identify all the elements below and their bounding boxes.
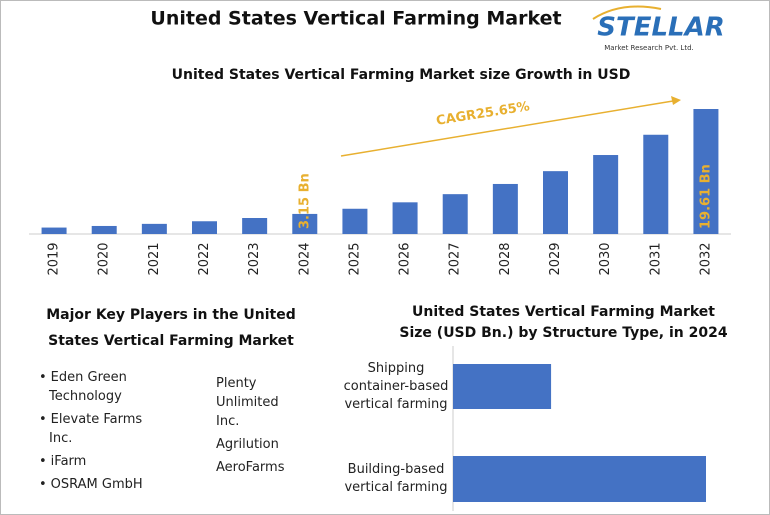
bar xyxy=(453,364,552,409)
bar xyxy=(392,202,418,234)
key-player: Plenty Unlimited Inc. xyxy=(216,376,279,429)
x-tick-label: 2031 xyxy=(648,242,663,275)
y-tick-label: Shipping container-based vertical farmin… xyxy=(343,360,449,412)
x-tick-label: 2028 xyxy=(498,242,513,275)
cagr-annotation: CAGR25.65% xyxy=(435,99,531,129)
bar xyxy=(242,218,268,234)
logo-name: STELLAR xyxy=(597,13,725,43)
key-players-title: Major Key Players in the United States V… xyxy=(46,307,296,349)
logo-tagline: Market Research Pvt. Ltd. xyxy=(604,44,694,52)
x-tick-label: 2029 xyxy=(548,242,563,275)
page-title: United States Vertical Farming Market xyxy=(150,8,561,30)
bar xyxy=(442,194,468,234)
bar xyxy=(492,183,518,234)
bar xyxy=(41,227,67,234)
x-tick-label: 2022 xyxy=(197,242,212,275)
value-label: 19.61 Bn xyxy=(698,164,713,229)
chart-title: United States Vertical Farming Market si… xyxy=(172,67,631,83)
key-player: Agrilution xyxy=(216,437,279,452)
bar xyxy=(292,213,318,234)
x-tick-label: 2019 xyxy=(47,242,62,275)
bar xyxy=(453,456,706,502)
bar xyxy=(543,171,568,234)
y-tick-label: Building-based vertical farming xyxy=(344,462,448,495)
bar xyxy=(593,155,619,234)
key-player: AeroFarms xyxy=(216,460,285,475)
key-player: Elevate Farms Inc. xyxy=(37,410,167,448)
key-player: Eden Green Technology xyxy=(37,368,167,406)
cagr-arrow xyxy=(340,100,674,157)
x-tick-label: 2032 xyxy=(698,242,713,275)
bar xyxy=(342,208,368,234)
key-player: iFarm xyxy=(37,452,167,471)
cagr-arrowhead xyxy=(671,96,681,105)
bar xyxy=(693,109,719,234)
x-tick-label: 2025 xyxy=(347,242,362,275)
bar xyxy=(643,134,669,234)
key-player: OSRAM GmbH xyxy=(37,475,167,494)
x-tick-label: 2021 xyxy=(147,242,162,275)
x-tick-label: 2023 xyxy=(247,242,262,275)
key-players-list: Eden Green Technology Elevate Farms Inc. i… xyxy=(37,368,167,498)
x-tick-label: 2024 xyxy=(297,242,312,275)
key-players-list: Plenty Unlimited Inc. Agrilution AeroFarms xyxy=(216,374,288,481)
bar xyxy=(192,221,217,234)
value-label: 3.15 Bn xyxy=(297,173,312,229)
bar xyxy=(141,223,167,234)
x-tick-label: 2027 xyxy=(448,242,463,275)
x-tick-label: 2026 xyxy=(398,242,413,275)
chart-title: United States Vertical Farming Market Si… xyxy=(399,304,728,341)
bar xyxy=(91,225,117,234)
x-tick-label: 2030 xyxy=(598,242,613,275)
logo-swoosh xyxy=(592,5,662,20)
x-tick-label: 2020 xyxy=(97,242,112,275)
